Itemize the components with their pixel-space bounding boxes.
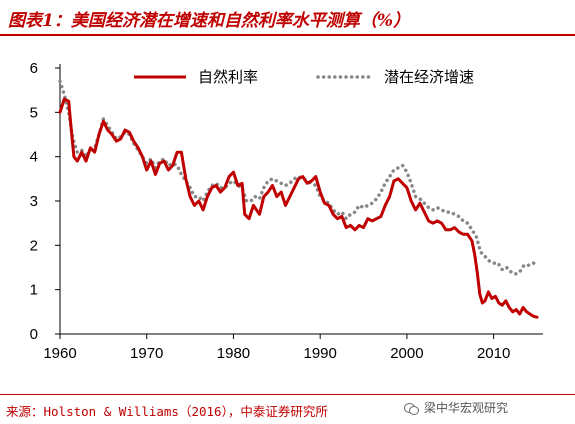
watermark-text: 梁中华宏观研究 xyxy=(424,401,509,415)
x-tick-label: 2000 xyxy=(390,345,423,362)
title-divider xyxy=(0,34,575,36)
y-tick-label: 6 xyxy=(30,60,38,77)
source-divider xyxy=(0,394,575,395)
legend-label-potential-growth: 潜在经济增速 xyxy=(384,68,474,86)
legend-label-natural-rate: 自然利率 xyxy=(198,68,258,86)
y-tick-label: 2 xyxy=(30,237,38,254)
x-tick-label: 1960 xyxy=(43,345,76,362)
wechat-icon xyxy=(404,402,420,415)
line-chart: 0 1 2 3 4 5 6 1960 1970 1980 1990 2000 2010 自然利率 潜在经济… xyxy=(30,60,543,362)
x-tick-label: 1990 xyxy=(303,345,336,362)
x-tick-label: 2010 xyxy=(477,345,510,362)
y-tick-label: 0 xyxy=(30,326,38,343)
chart-axes: 0 1 2 3 4 5 6 1960 1970 1980 1990 2000 2010 xyxy=(30,60,543,362)
source-note: 来源：Holston & Williams（2016），中泰证券研究所 xyxy=(6,404,328,419)
chart-title: 图表1：美国经济潜在增速和自然利率水平测算（%） xyxy=(8,11,410,31)
x-tick-label: 1980 xyxy=(217,345,250,362)
series-line-natural-rate xyxy=(58,97,539,319)
y-tick-label: 5 xyxy=(30,104,38,121)
y-tick-label: 4 xyxy=(30,149,38,166)
y-tick-label: 3 xyxy=(30,193,38,210)
y-tick-label: 1 xyxy=(30,282,38,299)
chart-legend: 自然利率 潜在经济增速 xyxy=(134,68,474,86)
chart-series xyxy=(58,79,539,319)
watermark: 梁中华宏观研究 xyxy=(404,399,508,416)
x-tick-label: 1970 xyxy=(130,345,163,362)
